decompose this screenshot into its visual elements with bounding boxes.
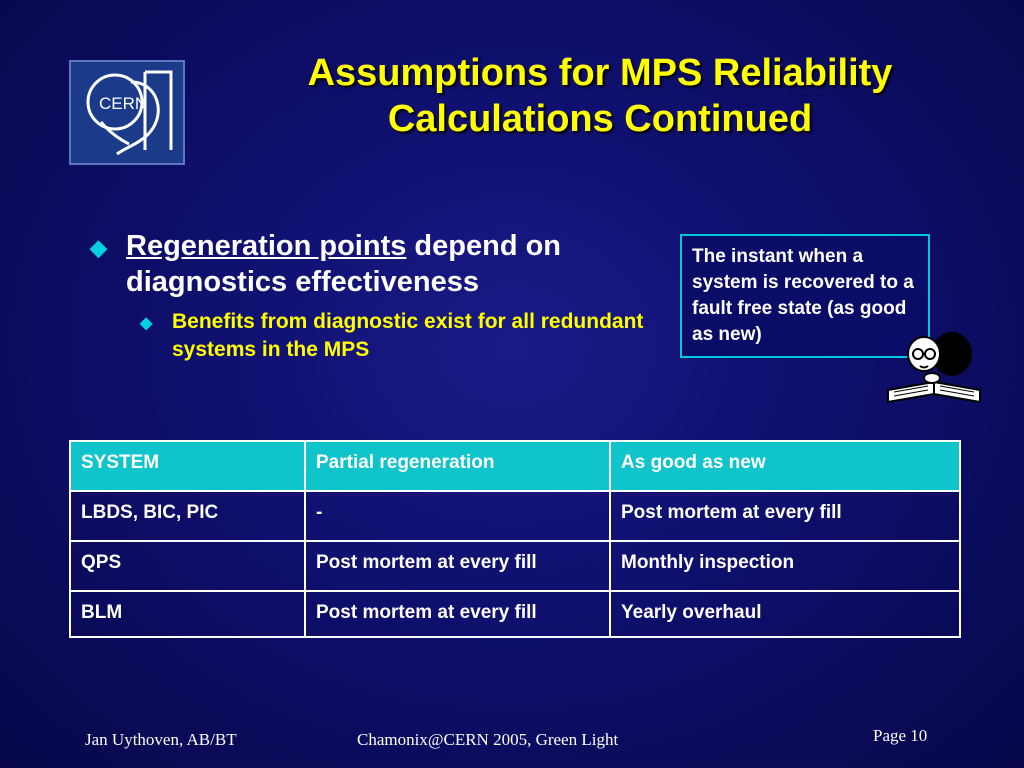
slide-title-line2: Calculations Continued [387,98,813,140]
table-header-cell: SYSTEM [69,440,306,492]
table-cell: LBDS, BIC, PIC [69,490,306,542]
footer-page-number: Page 10 [873,726,928,745]
table-row: QPS Post mortem at every fill Monthly in… [69,540,961,592]
table-cell: Post mortem at every fill [304,540,611,592]
table-row: BLM Post mortem at every fill Yearly ove… [69,590,961,638]
diamond-bullet-icon: ◆ [140,315,153,332]
definition-callout: The instant when a system is recovered t… [680,234,930,358]
sub-bullet-text: Benefits from diagnostic exist for all r… [172,310,644,361]
table-cell: Post mortem at every fill [609,490,961,542]
table-cell: Yearly overhaul [609,590,961,638]
regeneration-table: SYSTEM Partial regeneration As good as n… [69,440,961,638]
table-cell: QPS [69,540,306,592]
cern-logo-text: CERN [99,94,147,113]
cern-logo-graphic: CERN [86,70,173,156]
table-row: LBDS, BIC, PIC - Post mortem at every fi… [69,490,961,542]
footer-event: Chamonix@CERN 2005, Green Light [357,730,619,749]
table-header-cell: Partial regeneration [304,440,611,492]
slide-title-line1: Assumptions for MPS Reliability [307,52,893,94]
table-cell: Post mortem at every fill [304,590,611,638]
cern-logo: CERN [69,60,185,165]
table-cell: - [304,490,611,542]
slide-title: Assumptions for MPS Reliability Calculat… [215,50,985,142]
table-cell: BLM [69,590,306,638]
main-bullet-text: depend on diagnostics effectiveness [126,230,562,298]
main-bullet-underlined: Regeneration points [126,230,407,262]
table-cell: Monthly inspection [609,540,961,592]
reading-person-icon [887,332,981,404]
table-header-cell: As good as new [609,440,961,492]
table-header-row: SYSTEM Partial regeneration As good as n… [69,440,961,492]
main-bullet: ◆ Regeneration points depend on diagnost… [90,228,660,300]
footer-author: Jan Uythoven, AB/BT [85,730,237,749]
diamond-bullet-icon: ◆ [90,235,107,260]
callout-text: The instant when a system is recovered t… [692,246,914,345]
sub-bullet: ◆ Benefits from diagnostic exist for all… [140,308,660,364]
